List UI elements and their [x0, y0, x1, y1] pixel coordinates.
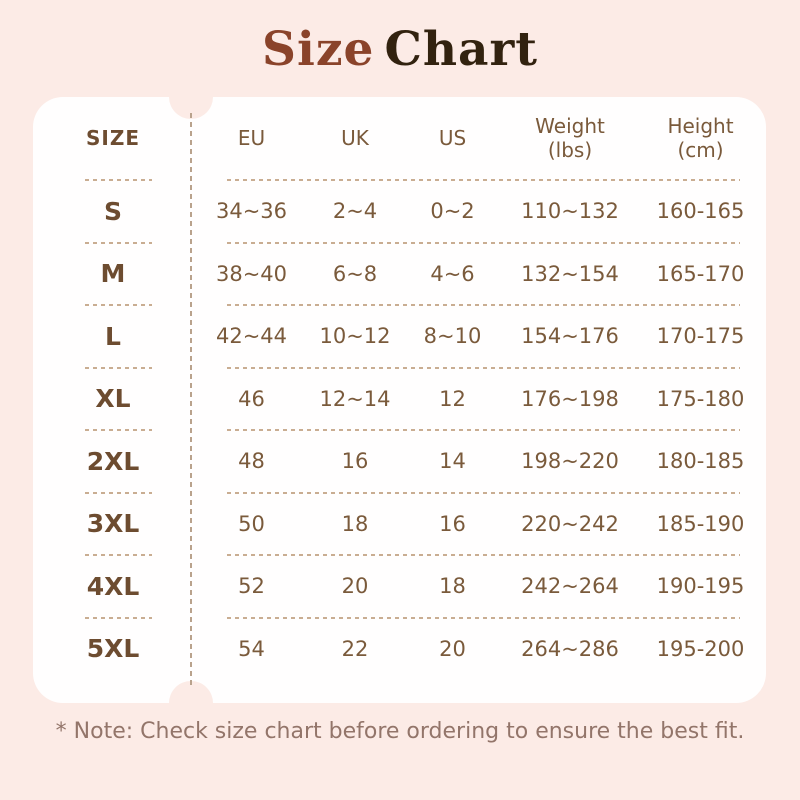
us-value: 8~10 — [423, 324, 482, 349]
uk-value: 16 — [341, 449, 369, 474]
size-label: XL — [95, 384, 131, 414]
table-row-l: L 42~44 10~12 8~10 154~176 170-175 — [33, 305, 766, 368]
card-top-notch — [169, 75, 213, 119]
eu-value: 38~40 — [215, 261, 288, 286]
size-label: S — [103, 196, 122, 226]
us-value: 14 — [439, 449, 466, 474]
eu-value: 34~36 — [215, 199, 288, 224]
table-row-m: M 38~40 6~8 4~6 132~154 165-170 — [33, 243, 766, 306]
size-label: 4XL — [86, 571, 140, 601]
size-label: M — [100, 259, 126, 289]
us-value: 0~2 — [430, 199, 475, 224]
size-label: L — [105, 321, 121, 351]
us-value: 12 — [439, 386, 466, 411]
height-value: 165-170 — [656, 261, 745, 286]
table-row-4xl: 4XL 52 20 18 242~264 190-195 — [33, 555, 766, 618]
weight-value: 110~132 — [521, 199, 619, 224]
table-row-s: S 34~36 2~4 0~2 110~132 160-165 — [33, 180, 766, 243]
eu-value: 48 — [238, 449, 265, 474]
size-chart-card: SIZE EU UK US Weight (lbs) Height (cm) S 3… — [33, 75, 766, 725]
height-value: 160-165 — [656, 199, 745, 224]
height-value: 170-175 — [656, 324, 745, 349]
height-value: 195-200 — [656, 636, 745, 661]
column-header-weight: Weight (lbs) — [505, 113, 635, 162]
size-table: SIZE EU UK US Weight (lbs) Height (cm) S 3… — [33, 97, 766, 703]
uk-value: 2~4 — [332, 199, 378, 224]
table-row-2xl: 2XL 48 16 14 198~220 180-185 — [33, 430, 766, 493]
weight-value: 220~242 — [521, 511, 619, 536]
uk-value: 6~8 — [332, 261, 378, 286]
us-value: 16 — [439, 511, 466, 536]
uk-value: 12~14 — [319, 386, 391, 411]
us-value: 20 — [439, 636, 466, 661]
table-row-xl: XL 46 12~14 12 176~198 175-180 — [33, 368, 766, 431]
eu-value: 50 — [238, 511, 265, 536]
weight-value: 176~198 — [521, 386, 619, 411]
uk-value: 22 — [341, 636, 369, 661]
eu-value: 42~44 — [215, 324, 288, 349]
uk-value: 18 — [341, 511, 369, 536]
size-label: 3XL — [86, 509, 140, 539]
eu-value: 52 — [238, 574, 265, 599]
height-header-line1: Height — [667, 113, 734, 138]
height-header-line2: (cm) — [677, 137, 724, 162]
height-value: 180-185 — [656, 449, 745, 474]
weight-header-line1: Weight — [535, 113, 605, 138]
card-bottom-notch — [169, 681, 213, 725]
height-value: 190-195 — [656, 574, 745, 599]
weight-value: 132~154 — [521, 261, 619, 286]
page-title: Size Chart — [0, 22, 800, 77]
page-title-word-chart: Chart — [384, 22, 538, 77]
us-value: 18 — [439, 574, 466, 599]
column-header-height: Height (cm) — [635, 113, 766, 162]
table-row-5xl: 5XL 54 22 20 264~286 195-200 — [33, 618, 766, 681]
size-label: 2XL — [86, 446, 140, 476]
weight-value: 264~286 — [521, 636, 619, 661]
weight-value: 242~264 — [521, 574, 619, 599]
uk-value: 20 — [341, 574, 369, 599]
vertical-dashed-divider — [190, 113, 192, 687]
weight-header-line2: (lbs) — [547, 137, 593, 162]
height-value: 185-190 — [656, 511, 745, 536]
eu-value: 46 — [238, 386, 265, 411]
column-header-uk: UK — [341, 125, 369, 150]
uk-value: 10~12 — [319, 324, 391, 349]
footer-note: * Note: Check size chart before ordering… — [55, 719, 745, 744]
table-row-3xl: 3XL 50 18 16 220~242 185-190 — [33, 493, 766, 556]
page-title-word-size: Size — [262, 22, 375, 77]
column-header-size: SIZE — [85, 125, 140, 150]
column-header-eu: EU — [237, 125, 266, 150]
eu-value: 54 — [238, 636, 265, 661]
us-value: 4~6 — [430, 261, 475, 286]
weight-value: 198~220 — [521, 449, 619, 474]
weight-value: 154~176 — [521, 324, 619, 349]
table-header-row: SIZE EU UK US Weight (lbs) Height (cm) — [33, 97, 766, 180]
height-value: 175-180 — [656, 386, 745, 411]
size-label: 5XL — [86, 634, 140, 664]
column-header-us: US — [438, 125, 467, 150]
